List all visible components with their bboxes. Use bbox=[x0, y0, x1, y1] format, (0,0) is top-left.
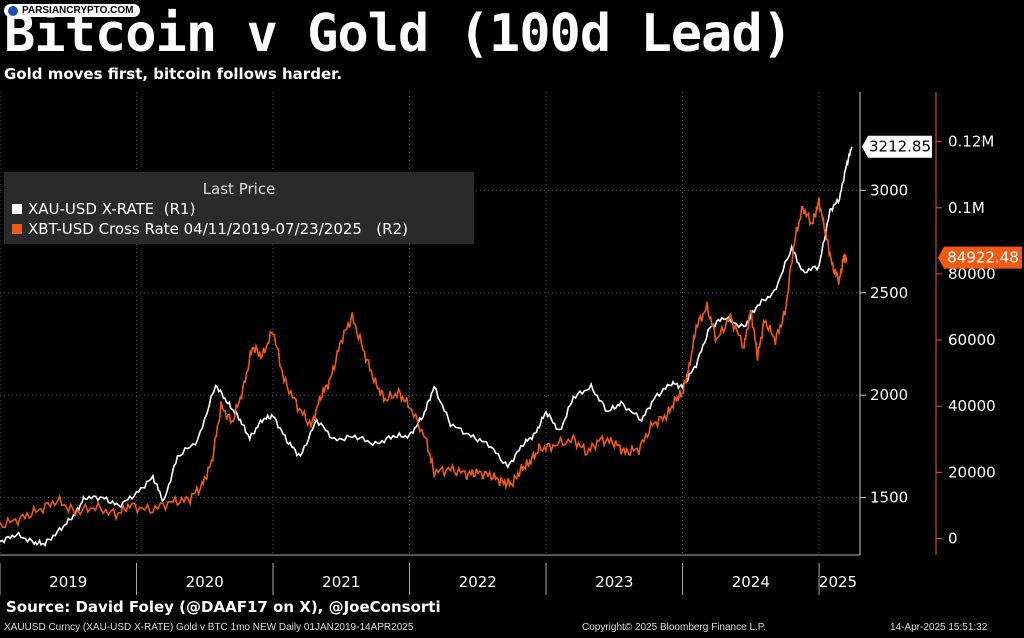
series-group bbox=[0, 146, 853, 548]
y-left-tick-label: 1500 bbox=[870, 489, 908, 507]
last-value-box-btc bbox=[938, 246, 1022, 269]
x-tick-label: 2023 bbox=[595, 573, 633, 591]
series-line-btc bbox=[0, 197, 848, 529]
y-right-tick-label: 80000 bbox=[948, 265, 996, 283]
y-right-tick-label: 0.1M bbox=[948, 199, 985, 217]
chart-canvas: 2019 2020 2021 2022 2023 2024 2025 1500 2000 2500… bbox=[0, 92, 1022, 595]
footer-center: Copyright© 2025 Bloomberg Finance L.P. bbox=[582, 622, 766, 633]
source-note: Source: David Foley (@DAAF17 on X), @Joe… bbox=[6, 598, 441, 616]
y-right-tick-label: 0 bbox=[948, 529, 958, 547]
chart-legend: Last Price XAU-USD X-RATE (R1) XBT-USD C… bbox=[4, 172, 474, 244]
x-tick-label: 2025 bbox=[819, 573, 857, 591]
y-left-tick-label: 2000 bbox=[870, 386, 908, 404]
last-value-gold: 3212.85 bbox=[869, 138, 931, 156]
chart-axes bbox=[0, 92, 942, 595]
y-right-tick-label: 0.12M bbox=[948, 133, 994, 151]
legend-swatch-gold bbox=[12, 204, 22, 214]
x-tick-label: 2020 bbox=[186, 573, 224, 591]
y-left-tick-label: 2500 bbox=[870, 284, 908, 302]
watermark-badge: PARSIANCRYPTO.COM bbox=[4, 4, 140, 17]
grid-lines bbox=[0, 92, 860, 555]
legend-title: Last Price bbox=[202, 180, 276, 198]
x-tick-label: 2019 bbox=[49, 573, 87, 591]
chart-subtitle: Gold moves first, bitcoin follows harder… bbox=[4, 65, 343, 83]
legend-item-btc: XBT-USD Cross Rate 04/11/2019-07/23/2025… bbox=[12, 220, 408, 238]
x-tick-label: 2021 bbox=[322, 573, 360, 591]
axis-labels: 2019 2020 2021 2022 2023 2024 2025 1500 2000 2500… bbox=[49, 133, 1022, 591]
footer-left: XAUUSD Curncy (XAU-USD X-RATE) Gold v BT… bbox=[4, 622, 414, 633]
series-line-gold bbox=[0, 146, 853, 548]
legend-item-gold: XAU-USD X-RATE (R1) bbox=[12, 200, 195, 218]
x-tick-label: 2022 bbox=[459, 573, 497, 591]
watermark-logo-icon bbox=[8, 5, 18, 16]
footer-right: 14-Apr-2025 15:51:32 bbox=[890, 622, 988, 633]
legend-swatch-btc bbox=[12, 224, 22, 234]
y-left-tick-label: 3000 bbox=[870, 181, 908, 199]
last-value-btc: 84922.48 bbox=[947, 249, 1019, 267]
y-right-tick-label: 20000 bbox=[948, 463, 996, 481]
y-right-tick-label: 60000 bbox=[948, 331, 996, 349]
legend-label-gold: XAU-USD X-RATE (R1) bbox=[28, 200, 196, 218]
x-tick-label: 2024 bbox=[732, 573, 770, 591]
last-value-box-gold bbox=[862, 135, 932, 158]
watermark-text: PARSIANCRYPTO.COM bbox=[22, 5, 134, 16]
legend-label-btc: XBT-USD Cross Rate 04/11/2019-07/23/2025… bbox=[28, 220, 408, 238]
y-right-tick-label: 40000 bbox=[948, 397, 996, 415]
